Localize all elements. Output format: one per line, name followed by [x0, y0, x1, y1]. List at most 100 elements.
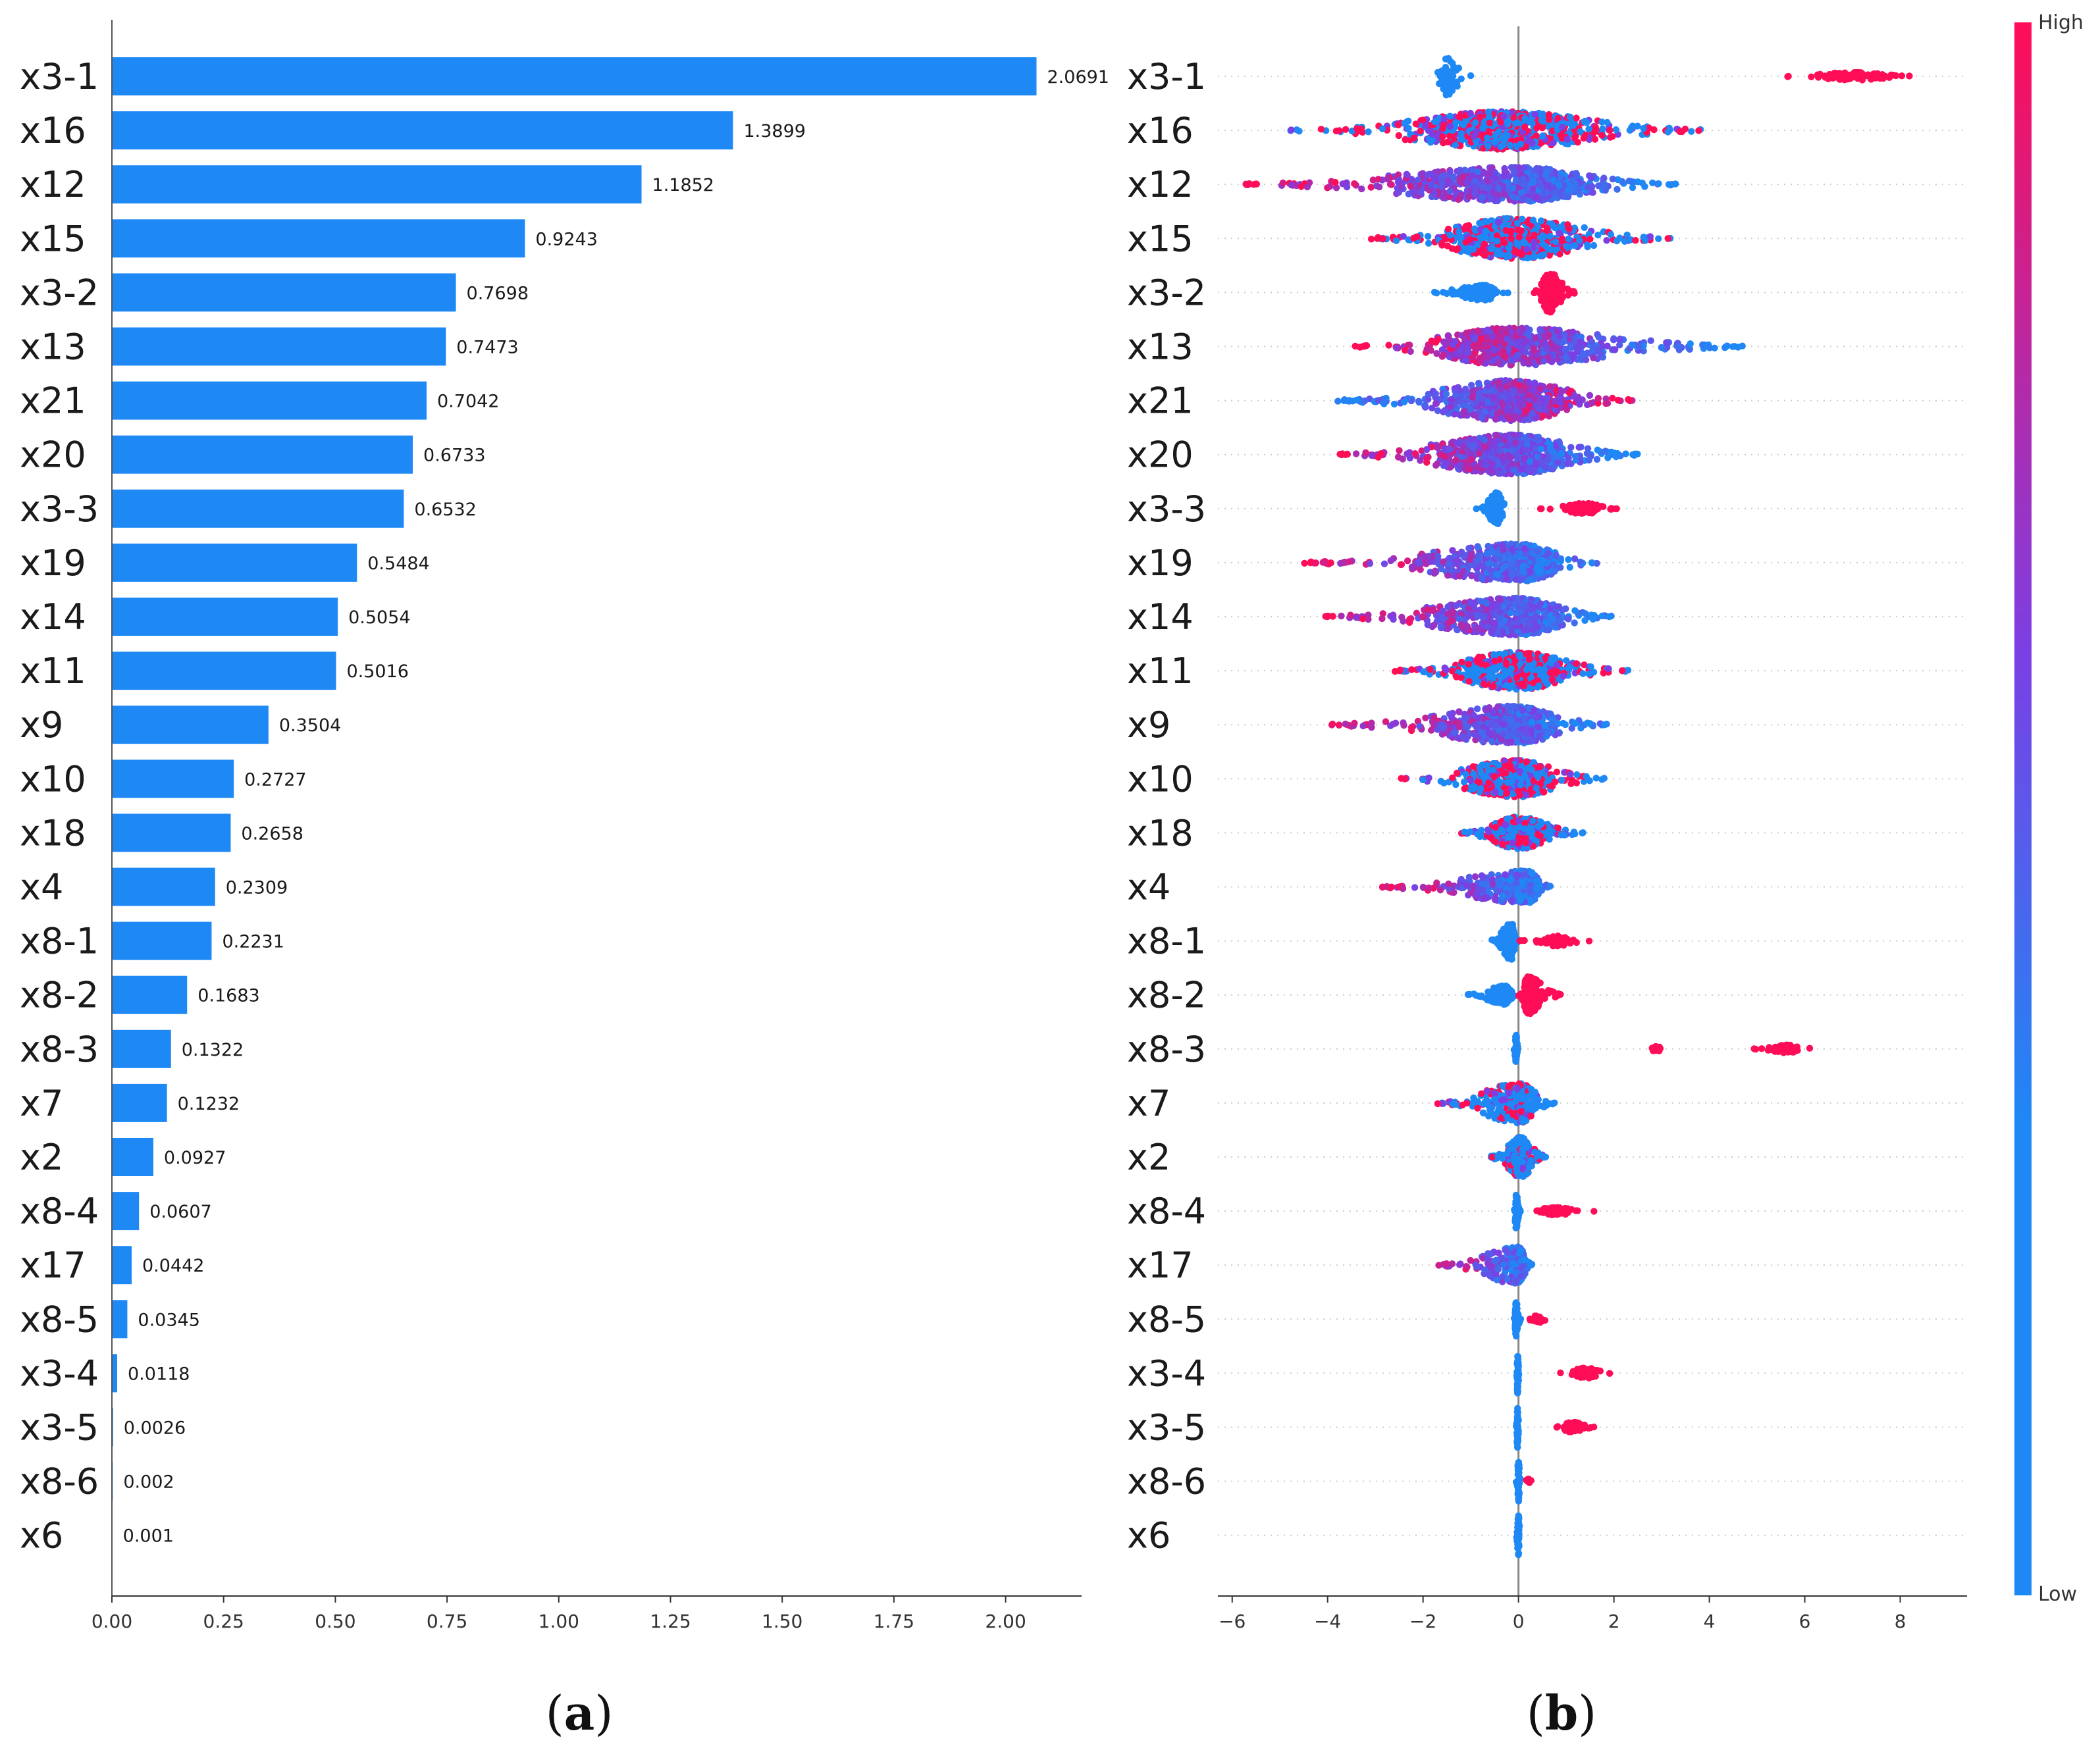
shap-point [1529, 409, 1536, 417]
shap-point [1879, 71, 1886, 78]
shap-point [1478, 292, 1485, 299]
shap-point [1415, 176, 1422, 184]
shap-point [1784, 73, 1791, 80]
shap-point [1631, 451, 1638, 459]
shap-point [1655, 235, 1662, 242]
bar-value-label: 0.7042 [437, 392, 499, 412]
shap-point [1549, 464, 1556, 471]
shap-point [1394, 189, 1402, 196]
shap-point [1531, 238, 1538, 245]
shap-point [1543, 224, 1551, 232]
shap-point [1496, 359, 1503, 366]
shap-point [1456, 348, 1463, 355]
bar-x3-2 [112, 273, 456, 312]
bar-x8-3 [112, 1029, 171, 1068]
shap-point [1393, 344, 1400, 351]
shap-point [1491, 496, 1499, 503]
shap-point [1581, 224, 1588, 231]
feature-label-x11: x11 [20, 650, 86, 692]
shap-point [1442, 172, 1450, 180]
feature-label-x8-1: x8-1 [20, 921, 99, 962]
shap-point [1614, 186, 1621, 193]
feature-label-x8-5: x8-5 [20, 1299, 99, 1340]
bar-x8-5 [112, 1300, 128, 1339]
shap-point [1608, 448, 1615, 455]
shap-point [1531, 380, 1538, 388]
shap-point [1501, 394, 1508, 401]
shap-point [1808, 73, 1815, 81]
x-tick-label: 1.75 [874, 1610, 914, 1632]
shap-point [1864, 71, 1872, 78]
shap-point [1317, 126, 1325, 133]
shap-point [1577, 128, 1584, 136]
shap-point [1438, 240, 1446, 247]
shap-point [1558, 388, 1565, 396]
feature-label-x17: x17 [20, 1245, 86, 1286]
shap-point [1479, 124, 1486, 132]
shap-point [1647, 337, 1654, 344]
shap-point [1517, 140, 1524, 148]
shap-point [1609, 133, 1616, 140]
shap-point [1469, 394, 1476, 401]
shap-point [1472, 119, 1479, 126]
x-tick-label: 2.00 [985, 1610, 1026, 1632]
shap-point [1510, 167, 1517, 175]
shap-point [1550, 139, 1557, 147]
shap-point [1450, 174, 1457, 182]
shap-point [1552, 344, 1560, 351]
shap-point [1396, 447, 1403, 454]
shap-point [1461, 294, 1469, 301]
shap-point [1548, 297, 1555, 304]
shap-point [1547, 278, 1554, 286]
x-tick-label: 1.25 [650, 1610, 691, 1632]
shap-point [1515, 397, 1523, 405]
beeswarm-row-x3-2 [1431, 271, 1578, 316]
shap-point [1450, 411, 1458, 418]
shap-point [1353, 125, 1361, 132]
shap-point [1687, 340, 1694, 348]
shap-point [1559, 135, 1566, 142]
shap-point [1623, 231, 1631, 239]
shap-point [1523, 447, 1530, 454]
shap-point [1410, 234, 1417, 242]
shap-point [1543, 304, 1551, 311]
shap-point [1557, 399, 1564, 407]
shap-point [1441, 453, 1448, 460]
shap-point [1533, 132, 1540, 140]
shap-point [1467, 72, 1475, 80]
shap-point [1388, 181, 1395, 188]
shap-point [1443, 72, 1450, 80]
shap-point [1554, 328, 1561, 335]
shap-point [1493, 410, 1501, 417]
bar-x2 [112, 1138, 153, 1176]
shap-point [1425, 396, 1432, 403]
shap-point [1594, 348, 1602, 355]
shap-point [1641, 183, 1648, 190]
shap-point [1500, 184, 1507, 192]
shap-point [1440, 86, 1447, 93]
shap-point [1835, 72, 1843, 80]
shap-point [1432, 175, 1439, 182]
shap-point [1504, 289, 1511, 297]
shap-point [1465, 222, 1473, 229]
shap-point [1632, 237, 1639, 244]
shap-point [1479, 193, 1486, 201]
shap-point [1497, 143, 1504, 151]
shap-point [1562, 505, 1569, 513]
shap-point [1407, 348, 1414, 355]
shap-point [1594, 446, 1601, 453]
shap-point [1608, 505, 1615, 513]
shap-point [1634, 122, 1641, 130]
shap-point [1351, 180, 1358, 188]
shap-point [1473, 505, 1480, 513]
shap-point [1427, 139, 1434, 146]
shap-point [1616, 234, 1623, 242]
shap-point [1533, 193, 1540, 201]
shap-point [1675, 343, 1682, 350]
shap-point [1405, 124, 1412, 132]
shap-point [1490, 455, 1498, 463]
shap-point [1600, 175, 1607, 183]
shap-point [1555, 181, 1562, 188]
shap-point [1497, 470, 1504, 477]
shap-point [1456, 461, 1464, 469]
